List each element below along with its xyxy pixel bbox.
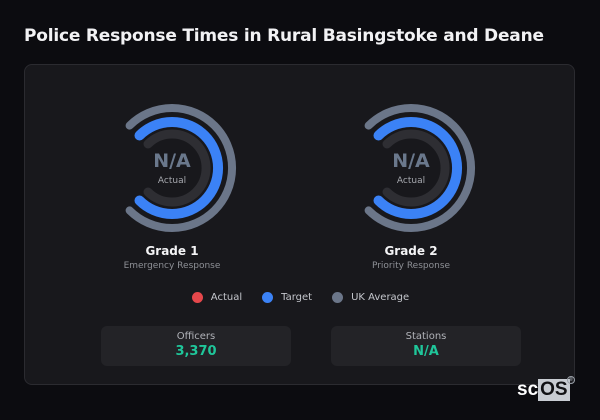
grade-1-subtitle: Emergency Response xyxy=(123,261,221,271)
stat-value: 3,370 xyxy=(175,344,217,359)
page-title: Police Response Times in Rural Basingsto… xyxy=(24,26,544,46)
grade-2-subtitle: Priority Response xyxy=(371,261,451,271)
logo-boxed-text: OS xyxy=(538,379,570,401)
actual-dot-icon xyxy=(191,292,203,303)
stat-label: Officers xyxy=(176,331,216,342)
uk-average-dot-icon xyxy=(332,292,344,303)
gauge-arcs xyxy=(125,104,237,232)
gauge-value-label: Actual xyxy=(396,176,426,186)
actual-track-arc xyxy=(143,129,211,207)
target-arc xyxy=(373,117,462,219)
uk-average-arc xyxy=(364,104,476,232)
officers-stat: Officers 3,370 xyxy=(101,326,291,366)
legend-item-actual: Actual xyxy=(191,292,243,303)
response-times-card: N/A Actual Grade 1 Emergency Response N/… xyxy=(24,64,575,385)
legend-item-uk-average: UK Average xyxy=(332,292,409,303)
uk-average-arc xyxy=(125,104,237,232)
grade-2-title: Grade 2 xyxy=(384,244,438,258)
logo-prefix: sc xyxy=(517,379,539,400)
target-dot-icon xyxy=(262,292,274,303)
chart-legend: Actual Target UK Average xyxy=(25,292,576,303)
legend-label: Actual xyxy=(210,292,243,303)
grade-1-title: Grade 1 xyxy=(145,244,199,258)
legend-item-target: Target xyxy=(262,292,312,303)
gauge-arcs xyxy=(364,104,476,232)
grade-2-gauge: N/A Actual xyxy=(331,98,491,238)
legend-label: UK Average xyxy=(351,292,410,303)
gauge-value: N/A xyxy=(153,150,191,172)
stations-stat: Stations N/A xyxy=(331,326,521,366)
gauge-value-label: Actual xyxy=(157,176,187,186)
actual-track-arc xyxy=(382,129,450,207)
scos-logo: sc OS ® xyxy=(517,376,575,401)
legend-label: Target xyxy=(281,292,313,303)
gauge-value: N/A xyxy=(392,150,430,172)
stat-label: Stations xyxy=(405,331,447,342)
registered-mark-icon: ® xyxy=(567,376,575,384)
target-arc xyxy=(134,117,223,219)
grade-1-gauge: N/A Actual xyxy=(92,98,252,238)
stat-value: N/A xyxy=(413,344,439,359)
